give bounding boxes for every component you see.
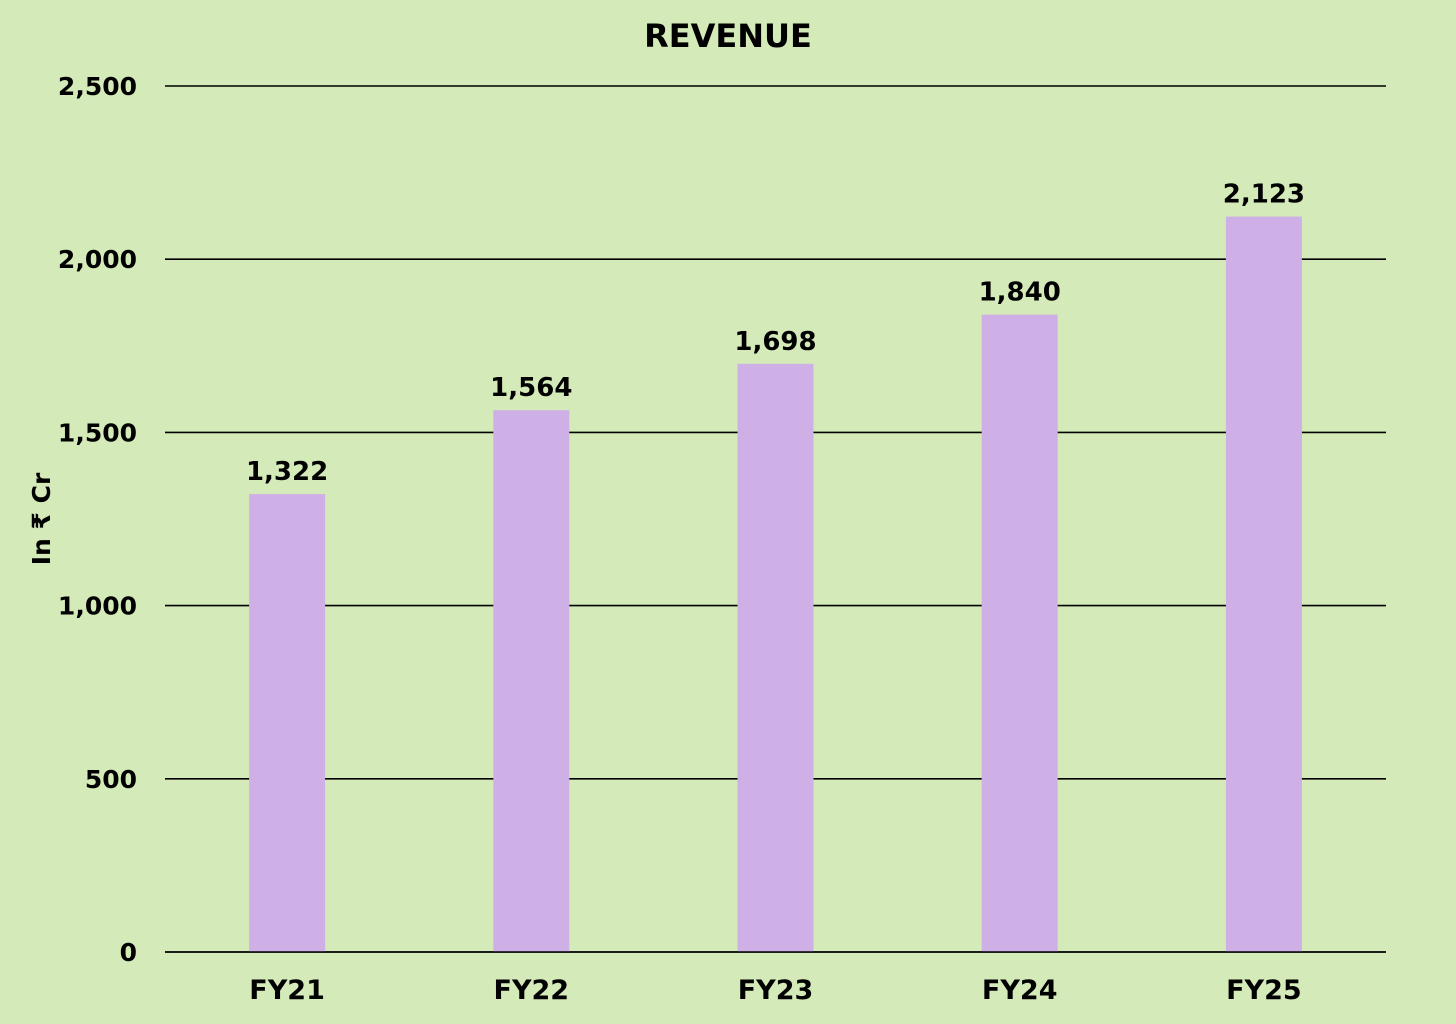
x-tick-label-fy24: FY24: [982, 975, 1058, 1006]
data-label-fy25: 2,123: [1223, 180, 1305, 210]
bar-fy25: [1225, 216, 1302, 953]
bar-fy24: [981, 314, 1058, 952]
bars: [249, 216, 1302, 953]
x-tick-label-fy23: FY23: [738, 975, 814, 1006]
y-axis-label: In ₹ Cr: [27, 472, 56, 565]
y-axis-ticks: 0 500 1,000 1,500 2,000 2,500: [58, 72, 137, 967]
bar-fy23: [737, 363, 814, 952]
y-tick-label: 2,500: [58, 72, 137, 101]
y-tick-label: 500: [85, 765, 137, 794]
data-label-fy23: 1,698: [734, 327, 816, 357]
data-label-fy22: 1,564: [490, 373, 572, 403]
y-tick-label: 2,000: [58, 245, 137, 274]
bar-fy22: [493, 410, 570, 952]
x-tick-label-fy25: FY25: [1226, 975, 1302, 1006]
x-tick-label-fy22: FY22: [494, 975, 570, 1006]
value-labels: 1,322 1,564 1,698 1,840 2,123: [246, 180, 1305, 487]
x-axis-ticks: FY21 FY22 FY23 FY24 FY25: [165, 951, 1386, 1006]
chart-title: REVENUE: [644, 17, 812, 55]
data-label-fy24: 1,840: [979, 278, 1061, 308]
y-tick-label: 1,000: [58, 592, 137, 621]
bar-fy21: [249, 494, 326, 952]
data-label-fy21: 1,322: [246, 457, 328, 487]
y-tick-label: 0: [120, 938, 137, 967]
y-tick-label: 1,500: [58, 418, 137, 447]
x-tick-label-fy21: FY21: [249, 975, 325, 1006]
